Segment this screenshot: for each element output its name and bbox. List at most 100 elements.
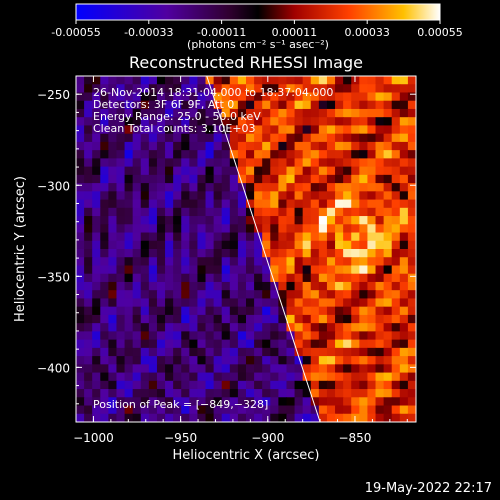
heatmap-cell: [76, 413, 85, 422]
heatmap-cell: [375, 199, 385, 209]
heatmap-cell: [254, 100, 263, 110]
heatmap-cell: [237, 347, 247, 357]
heatmap-cell: [270, 191, 279, 201]
heatmap-cell: [156, 207, 166, 217]
heatmap-cell: [294, 133, 304, 143]
heatmap-cell: [221, 84, 231, 94]
heatmap-cell: [335, 281, 344, 291]
heatmap-cell: [237, 331, 247, 341]
heatmap-cell: [108, 240, 118, 250]
heatmap-cell: [229, 405, 239, 415]
heatmap-cell: [205, 150, 215, 159]
heatmap-cell: [237, 166, 247, 176]
heatmap-cell: [359, 191, 369, 201]
heatmap-cell: [343, 174, 352, 184]
heatmap-cell: [140, 405, 150, 415]
heatmap-cell: [84, 364, 93, 374]
heatmap-cell: [246, 290, 255, 300]
heatmap-cell: [124, 191, 134, 201]
heatmap-cell: [318, 290, 328, 300]
heatmap-cell: [165, 331, 174, 341]
heatmap-cell: [302, 356, 312, 365]
heatmap-cell: [302, 216, 312, 225]
heatmap-cell: [140, 314, 150, 324]
heatmap-cell: [262, 265, 271, 275]
heatmap-cell: [205, 314, 215, 324]
heatmap-cell: [108, 199, 118, 209]
heatmap-cell: [237, 199, 247, 209]
heatmap-cell: [205, 207, 215, 217]
heatmap-cell: [278, 240, 288, 250]
heatmap-cell: [197, 240, 207, 250]
heatmap-cell: [391, 257, 401, 267]
heatmap-cell: [270, 183, 279, 192]
heatmap-cell: [335, 347, 344, 357]
heatmap-cell: [367, 216, 377, 225]
heatmap-cell: [132, 265, 142, 275]
heatmap-cell: [351, 347, 360, 357]
heatmap-cell: [213, 108, 223, 118]
heatmap-cell: [100, 224, 109, 234]
heatmap-cell: [221, 224, 231, 234]
heatmap-cell: [100, 298, 109, 308]
heatmap-cell: [156, 150, 166, 159]
heatmap-cell: [278, 224, 288, 234]
heatmap-cell: [302, 76, 312, 85]
heatmap-cell: [270, 174, 279, 184]
heatmap-cell: [116, 183, 126, 192]
heatmap-cell: [148, 191, 158, 201]
heatmap-cell: [173, 216, 182, 225]
heatmap-cell: [197, 380, 207, 390]
heatmap-cell: [132, 141, 142, 151]
heatmap-cell: [76, 224, 85, 234]
heatmap-cell: [254, 290, 263, 300]
heatmap-cell: [100, 249, 109, 258]
heatmap-cell: [229, 166, 239, 176]
heatmap-cell: [100, 347, 109, 357]
heatmap-cell: [140, 249, 150, 258]
heatmap-cell: [221, 158, 231, 168]
heatmap-cell: [310, 347, 320, 357]
heatmap-cell: [221, 232, 231, 242]
heatmap-cell: [92, 84, 101, 94]
heatmap-cell: [391, 76, 401, 85]
heatmap-cell: [108, 92, 118, 102]
heatmap-cell: [254, 249, 263, 258]
heatmap-cell: [189, 257, 199, 267]
heatmap-cell: [335, 92, 344, 102]
heatmap-cell: [84, 207, 93, 217]
heatmap-cell: [399, 347, 409, 357]
heatmap-cell: [124, 133, 134, 143]
heatmap-cell: [205, 141, 215, 151]
heatmap-cell: [343, 323, 352, 332]
heatmap-cell: [100, 397, 109, 407]
heatmap-cell: [237, 232, 247, 242]
heatmap-cell: [92, 150, 101, 159]
heatmap-cell: [359, 240, 369, 250]
heatmap-cell: [367, 397, 377, 407]
heatmap-cell: [335, 249, 344, 258]
heatmap-cell: [294, 413, 304, 422]
heatmap-cell: [343, 397, 352, 407]
heatmap-cell: [173, 281, 182, 291]
heatmap-cell: [326, 141, 336, 151]
heatmap-cell: [375, 397, 385, 407]
heatmap-cell: [237, 323, 247, 332]
heatmap-cell: [359, 413, 369, 422]
heatmap-cell: [148, 207, 158, 217]
heatmap-cell: [221, 117, 231, 127]
heatmap-cell: [335, 199, 344, 209]
heatmap-cell: [173, 108, 182, 118]
heatmap-cell: [173, 133, 182, 143]
heatmap-cell: [310, 199, 320, 209]
chart-title: Reconstructed RHESSI Image: [129, 53, 363, 72]
heatmap-cell: [367, 405, 377, 415]
heatmap-cell: [221, 191, 231, 201]
heatmap-cell: [132, 331, 142, 341]
heatmap-cell: [391, 166, 401, 176]
heatmap-cell: [246, 150, 255, 159]
heatmap-cell: [326, 323, 336, 332]
heatmap-cell: [173, 339, 182, 349]
heatmap-cell: [124, 150, 134, 159]
heatmap-cell: [326, 364, 336, 374]
